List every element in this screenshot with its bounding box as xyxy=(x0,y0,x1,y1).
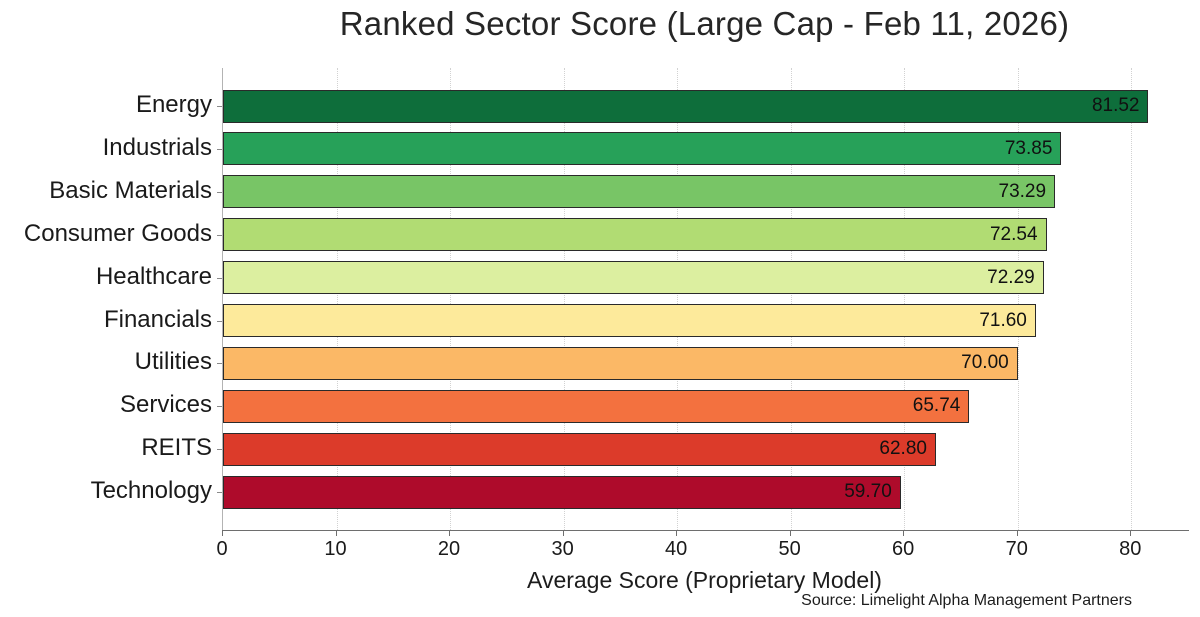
gridline-x-30 xyxy=(563,68,565,530)
x-tick-label-60: 60 xyxy=(892,538,915,560)
y-tick-label-healthcare: Healthcare xyxy=(95,262,212,290)
gridline-x-50 xyxy=(790,68,792,530)
chart-title: Ranked Sector Score (Large Cap - Feb 11,… xyxy=(339,5,1070,42)
bar-services: 65.74 xyxy=(223,389,970,423)
bar-value-label: 73.29 xyxy=(998,180,1047,202)
y-tick-label-energy: Energy xyxy=(135,91,212,118)
bar-value-label: 73.85 xyxy=(1004,137,1053,159)
x-tick-mark-50 xyxy=(789,530,791,536)
y-tick-mark xyxy=(217,406,222,408)
y-tick-label-industrials: Industrials xyxy=(102,133,212,161)
gridline-x-20 xyxy=(450,68,452,530)
y-tick-label-consumer-goods: Consumer Goods xyxy=(23,219,212,247)
y-tick-label-technology: Technology xyxy=(90,477,212,505)
x-tick-mark-30 xyxy=(562,530,564,536)
source-note: Source: Limelight Alpha Management Partn… xyxy=(801,592,1132,609)
y-tick-label-services: Services xyxy=(119,391,212,419)
x-tick-mark-20 xyxy=(449,530,451,536)
x-tick-mark-0 xyxy=(222,530,223,536)
x-tick-label-80: 80 xyxy=(1119,538,1142,560)
gridline-x-10 xyxy=(336,68,338,530)
y-tick-mark xyxy=(217,148,222,150)
x-tick-label-50: 50 xyxy=(778,538,801,560)
bar-industrials: 73.85 xyxy=(223,132,1062,166)
x-tick-mark-10 xyxy=(335,530,337,536)
gridline-x-70 xyxy=(1017,68,1019,530)
gridline-x-60 xyxy=(904,68,906,530)
plot-area: 81.52 73.85 73.29 72.54 72.29 71.60 70.00 65.74… xyxy=(222,68,1188,530)
bar-value-label: 62.80 xyxy=(879,438,927,460)
y-tick-mark xyxy=(217,320,222,322)
bar-value-label: 71.60 xyxy=(979,309,1027,331)
y-tick-label-reits: REITS xyxy=(141,434,212,462)
x-tick-mark-70 xyxy=(1016,530,1018,536)
x-tick-mark-80 xyxy=(1130,530,1132,536)
x-tick-label-40: 40 xyxy=(664,538,688,560)
x-tick-label-70: 70 xyxy=(1005,538,1028,560)
bar-consumer-goods: 72.54 xyxy=(223,218,1047,252)
x-axis-title: Average Score (Proprietary Model) xyxy=(527,567,882,593)
y-tick-mark xyxy=(217,492,222,494)
y-tick-label-utilities: Utilities xyxy=(134,348,212,376)
bar-technology: 59.70 xyxy=(223,475,901,509)
bar-value-label: 65.74 xyxy=(912,395,961,417)
y-tick-mark xyxy=(217,191,222,193)
bar-financials: 71.60 xyxy=(223,304,1036,337)
y-tick-mark xyxy=(217,363,222,365)
bar-healthcare: 72.29 xyxy=(223,261,1044,295)
y-tick-label-financials: Financials xyxy=(103,305,212,333)
bar-basic-materials: 73.29 xyxy=(223,175,1056,209)
bar-value-label: 70.00 xyxy=(961,352,1009,374)
y-tick-mark xyxy=(217,234,222,236)
y-tick-mark xyxy=(217,106,222,107)
x-tick-mark-60 xyxy=(903,530,905,536)
x-tick-label-30: 30 xyxy=(551,538,574,560)
bar-value-label: 72.54 xyxy=(989,223,1038,245)
y-tick-mark xyxy=(217,449,222,451)
bar-reits: 62.80 xyxy=(223,432,936,466)
x-tick-mark-40 xyxy=(676,530,678,536)
bar-value-label: 59.70 xyxy=(844,481,892,503)
x-tick-label-0: 0 xyxy=(216,538,228,560)
x-axis-line xyxy=(222,530,1189,531)
bar-utilities: 70.00 xyxy=(223,346,1018,380)
bar-value-label: 81.52 xyxy=(1091,95,1140,116)
x-tick-label-10: 10 xyxy=(324,538,347,560)
y-tick-mark xyxy=(217,277,222,279)
gridline-x-80 xyxy=(1131,68,1133,530)
y-tick-label-basic-materials: Basic Materials xyxy=(49,176,212,204)
bar-value-label: 72.29 xyxy=(987,266,1035,288)
gridline-x-40 xyxy=(677,68,679,530)
x-tick-label-20: 20 xyxy=(437,538,461,560)
bar-energy: 81.52 xyxy=(223,89,1149,123)
